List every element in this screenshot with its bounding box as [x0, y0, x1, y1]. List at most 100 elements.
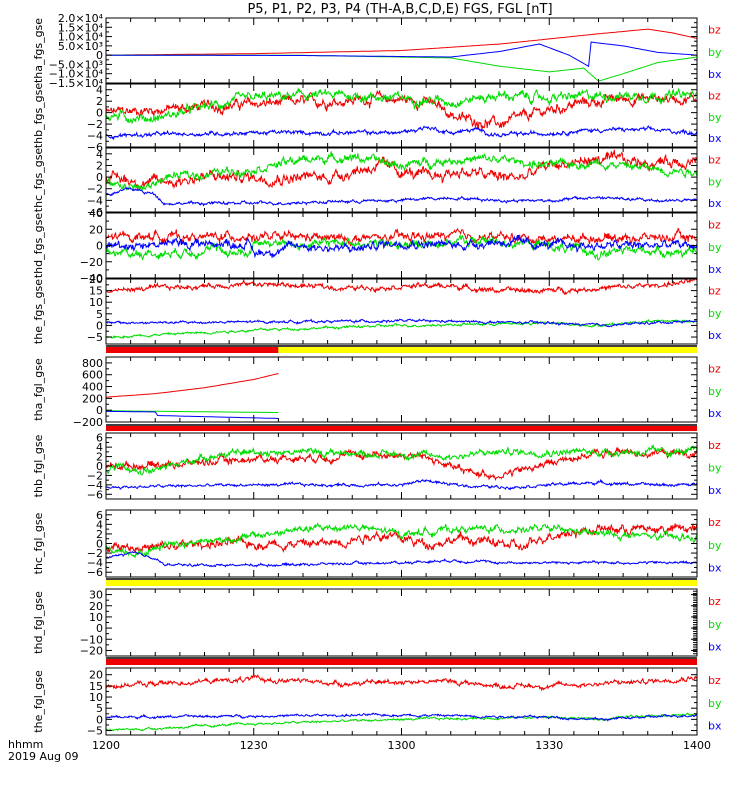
legend-bx: bx: [708, 407, 722, 420]
panel-frame: [105, 356, 698, 423]
legend-bx: bx: [708, 641, 722, 654]
y-tick-label: −2: [87, 183, 103, 196]
y-tick-label: 20: [89, 273, 103, 286]
x-axis-label-hhmm: hhmm: [8, 738, 43, 751]
x-tick-label: 1230: [240, 739, 268, 752]
legend-by: by: [708, 111, 722, 124]
y-axis-label-the_fgs_gse: the_fgs_gse: [32, 279, 45, 344]
y-tick-label: 0: [96, 107, 103, 120]
y-tick-label: −6: [87, 141, 103, 154]
series-bz-line: [106, 28, 697, 56]
x-tick-label: 1200: [92, 739, 120, 752]
chart-title: P5, P1, P2, P3, P4 (TH-A,B,C,D,E) FGS, F…: [247, 2, 552, 17]
legend-by: by: [708, 175, 722, 188]
y-tick-label: −20: [80, 644, 103, 657]
x-tick-label: 1300: [388, 739, 416, 752]
legend-bz: bz: [708, 89, 721, 102]
legend-bx: bx: [708, 562, 722, 575]
y-tick-label: 2: [96, 159, 103, 172]
legend-bz: bz: [708, 516, 721, 529]
legend-by: by: [708, 307, 722, 320]
legend-by: by: [708, 385, 722, 398]
y-tick-label: 20: [89, 600, 103, 613]
status-bar: [106, 657, 697, 665]
series-by-line: [106, 151, 697, 193]
legend-bz: bz: [708, 439, 721, 452]
y-tick-label: −40: [80, 272, 103, 285]
y-axis-label-thc_fgs_gse: thc_fgs_gse: [32, 148, 45, 213]
status-bar: [106, 345, 697, 353]
legend-bx: bx: [708, 132, 722, 145]
y-tick-label: 15: [89, 285, 103, 298]
y-tick-label: −6: [87, 206, 103, 219]
y-tick-label: 400: [82, 381, 103, 394]
panel-tha_fgs_gse: 2.0×10⁴1.5×10⁴1.0×10⁴5.0×10³0−5.0×10³−1.…: [32, 12, 722, 90]
series-bz-line: [106, 522, 697, 554]
y-tick-label: 0: [96, 404, 103, 417]
y-axis-label-thd_fgl_gse: thd_fgl_gse: [32, 591, 45, 654]
series-bx-line: [106, 234, 697, 259]
series-bz-line: [106, 227, 697, 247]
y-tick-label: −10: [80, 633, 103, 646]
series-by-line: [106, 444, 697, 476]
status-bar: [106, 578, 697, 586]
series-bx-line: [106, 41, 697, 68]
status-segment: [106, 426, 697, 431]
series-bz-line: [106, 446, 697, 482]
legend-bx: bx: [708, 329, 722, 342]
y-tick-label: 5: [96, 702, 103, 715]
series-by-line: [106, 410, 279, 413]
y-tick-label: 5.0×10³: [58, 40, 103, 53]
y-axis-label-the_fgl_gse: the_fgl_gse: [32, 670, 45, 733]
y-tick-label: 4: [96, 441, 103, 454]
status-bar: [106, 424, 697, 431]
series-by-line: [106, 522, 697, 559]
y-axis-label-thc_fgl_gse: thc_fgl_gse: [32, 512, 45, 574]
y-tick-label: −4: [87, 479, 103, 492]
series-bz-line: [106, 373, 279, 398]
y-tick-label: −4: [87, 557, 103, 570]
legend-bz: bz: [708, 674, 721, 687]
legend-by: by: [708, 241, 722, 254]
y-tick-label: −6: [87, 488, 103, 501]
legend-bx: bx: [708, 484, 722, 497]
y-tick-label: −1.5×10⁴: [49, 77, 104, 90]
y-tick-label: −6: [87, 566, 103, 579]
y-tick-label: −5: [87, 331, 103, 344]
y-tick-label: 0: [96, 171, 103, 184]
y-tick-label: 2: [96, 528, 103, 541]
y-tick-label: 10: [89, 296, 103, 309]
panel-frame: [105, 588, 698, 657]
y-tick-label: 1.5×10⁴: [58, 21, 104, 34]
y-tick-label: 2: [96, 451, 103, 464]
series-bx-line: [106, 186, 697, 207]
y-tick-label: 0: [96, 49, 103, 62]
y-axis-label-thd_fgs_gse: thd_fgs_gse: [32, 213, 45, 279]
legend-bx: bx: [708, 720, 722, 733]
x-tick-label: 1400: [683, 739, 711, 752]
series-by-line: [106, 318, 697, 339]
y-tick-label: 4: [96, 518, 103, 531]
y-tick-label: 0: [96, 713, 103, 726]
y-tick-label: 200: [82, 392, 103, 405]
y-tick-label: 600: [82, 369, 103, 382]
y-tick-label: −5.0×10³: [49, 58, 103, 71]
series-bx-line: [106, 712, 697, 722]
legend-bx: bx: [708, 68, 722, 81]
legend-by: by: [708, 618, 722, 631]
y-tick-label: 5: [96, 308, 103, 321]
y-tick-label: −2: [87, 469, 103, 482]
y-axis-label-tha_fgl_gse: tha_fgl_gse: [32, 358, 45, 421]
series-by-line: [106, 712, 697, 732]
series-bz-line: [106, 674, 697, 692]
legend-by: by: [708, 697, 722, 710]
series-bx-line: [106, 478, 697, 491]
y-tick-label: 4: [96, 84, 103, 97]
legend-bz: bz: [708, 154, 721, 167]
legend-bz: bz: [708, 363, 721, 376]
